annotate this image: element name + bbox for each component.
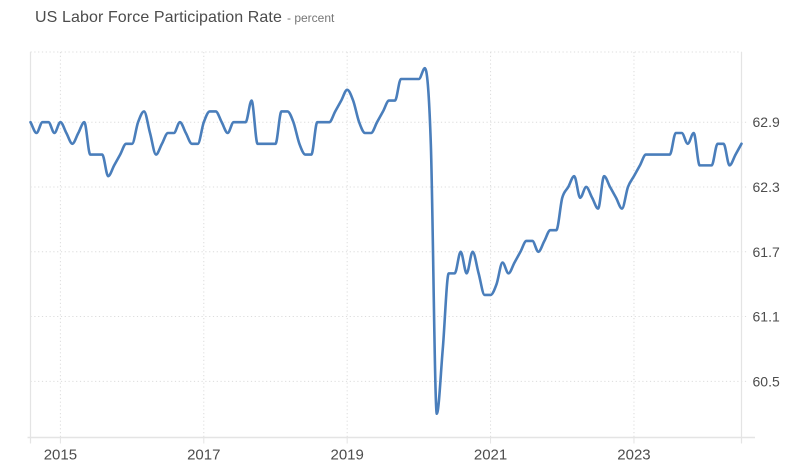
- x-axis-labels: 2015 2017 2019 2021 2023: [44, 447, 651, 464]
- series-line: [29, 66, 743, 416]
- x-axis-label: 2015: [44, 447, 77, 464]
- plot-frame: [27, 52, 755, 444]
- chart-subtitle: - percent: [286, 11, 335, 25]
- gridlines: [30, 51, 748, 438]
- chart-title: US Labor Force Participation Rate: [35, 9, 282, 26]
- x-axis-label: 2021: [474, 447, 507, 464]
- x-axis-label: 2017: [187, 447, 220, 464]
- y-axis-label: 62.3: [753, 179, 780, 195]
- y-axis-label: 61.1: [753, 309, 780, 325]
- y-axis-labels: 62.9 62.3 61.7 61.1 60.5: [753, 114, 780, 389]
- chart-header: US Labor Force Participation Rate - perce…: [35, 9, 334, 27]
- y-axis-label: 60.5: [753, 373, 780, 389]
- y-axis-label: 62.9: [753, 114, 780, 130]
- x-axis-label: 2023: [617, 447, 650, 464]
- x-axis-label: 2019: [330, 447, 363, 464]
- y-axis-label: 61.7: [753, 244, 780, 260]
